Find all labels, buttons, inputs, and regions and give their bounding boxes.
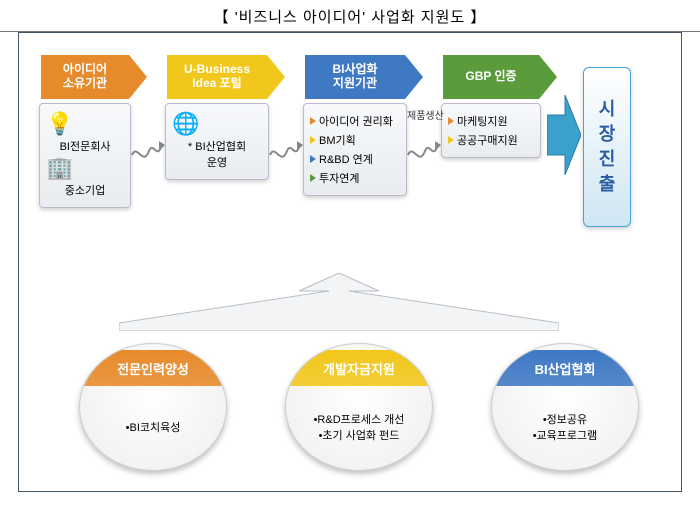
panel-item: 아이디어 권리화 [310, 113, 400, 129]
panel-icon: 💡 [46, 113, 124, 135]
stages-row: 아이디어소유기관 💡 BI전문회사 🏢 중소기업 U-BusinessIdea 포털 🌐 * … [39, 55, 669, 265]
stage-header: GBP 인증 [443, 55, 539, 99]
panel-item-text: 투자연계 [319, 170, 359, 186]
circle-item: •BI코치육성 [126, 420, 181, 437]
circle-item: •초기 사업화 펀드 [319, 428, 400, 445]
circle-header: 개발자금지원 [286, 350, 432, 386]
panel-item: BM기획 [310, 132, 400, 148]
support-circle-0: 전문인력양성 •BI코치육성 [79, 343, 227, 471]
support-circle-1: 개발자금지원•R&D프로세스 개선•초기 사업화 펀드 [285, 343, 433, 471]
final-box: 시장진출 [583, 67, 631, 227]
stage-panel: 💡 BI전문회사 🏢 중소기업 [39, 103, 131, 208]
stage-header-wrap: 아이디어소유기관 [41, 55, 129, 99]
panel-item-text: 공공구매지원 [457, 132, 518, 148]
panel-icon-glyph: 🌐 [172, 113, 199, 135]
circles-row: 전문인력양성•BI코치육성개발자금지원•R&D프로세스 개선•초기 사업화 펀드… [79, 343, 639, 471]
panel-item-text: BM기획 [319, 132, 356, 148]
wavy-connector [407, 137, 441, 161]
stage-header: BI사업화지원기관 [305, 55, 405, 99]
stage-header: 아이디어소유기관 [41, 55, 129, 99]
page-title: 【 '비즈니스 아이디어' 사업화 지원도 】 [0, 0, 700, 32]
panel-item: 공공구매지원 [448, 132, 534, 148]
stage-header-arrow [267, 55, 285, 99]
stage-header-wrap: BI사업화지원기관 [305, 55, 405, 99]
stage-header-arrow [129, 55, 147, 99]
panel-text: 중소기업 [46, 182, 124, 198]
connector-label: 제품생산 [407, 107, 444, 122]
panel-text: * BI산업협회운영 [172, 138, 262, 170]
panel-icon: 🏢 [46, 157, 124, 179]
stage-header-wrap: U-BusinessIdea 포털 [167, 55, 267, 99]
panel-item: 마케팅지원 [448, 113, 534, 129]
circle-header: 전문인력양성 [80, 350, 226, 386]
stage-header: U-BusinessIdea 포털 [167, 55, 267, 99]
tri-icon [448, 136, 454, 144]
page-root: 【 '비즈니스 아이디어' 사업화 지원도 】 아이디어소유기관 💡 BI전문회사 🏢… [0, 0, 700, 507]
support-circle-2: BI산업협회•정보공유•교육프로그램 [491, 343, 639, 471]
panel-icon-glyph: 💡 [46, 113, 73, 135]
stage-panel: 마케팅지원공공구매지원 [441, 103, 541, 158]
stage-panel: 🌐 * BI산업협회운영 [165, 103, 269, 180]
panel-icon: 🌐 [172, 113, 262, 135]
circle-body: •정보공유•교육프로그램 [533, 386, 598, 470]
wavy-connector [131, 137, 165, 161]
stage-3: GBP 인증마케팅지원공공구매지원 [441, 55, 541, 158]
tri-icon [448, 117, 454, 125]
stage-header-arrow [539, 55, 557, 99]
tri-icon [310, 117, 316, 125]
tri-icon [310, 174, 316, 182]
circle-body: •R&D프로세스 개선•초기 사업화 펀드 [314, 386, 405, 470]
stage-1: U-BusinessIdea 포털 🌐 * BI산업협회운영 [165, 55, 269, 180]
panel-item-text: 아이디어 권리화 [319, 113, 393, 129]
circle-item: •교육프로그램 [533, 428, 598, 445]
tri-icon [310, 136, 316, 144]
stage-2: BI사업화지원기관아이디어 권리화 BM기획 R&BD 연계투자연계 [303, 55, 407, 196]
diagram-frame: 아이디어소유기관 💡 BI전문회사 🏢 중소기업 U-BusinessIdea 포털 🌐 * … [18, 32, 682, 492]
panel-item-text: R&BD 연계 [319, 151, 373, 167]
stage-header-arrow [405, 55, 423, 99]
stage-header-wrap: GBP 인증 [443, 55, 539, 99]
final-box-text: 시장진출 [599, 97, 616, 198]
tri-icon [310, 155, 316, 163]
circle-item: •R&D프로세스 개선 [314, 412, 405, 429]
panel-item-text: 마케팅지원 [457, 113, 508, 129]
circle-item: •정보공유 [543, 412, 587, 429]
circle-header: BI산업협회 [492, 350, 638, 386]
circle-body: •BI코치육성 [126, 386, 181, 470]
wavy-connector [269, 137, 303, 161]
panel-text: BI전문회사 [46, 138, 124, 154]
panel-icon-glyph: 🏢 [46, 157, 73, 179]
panel-item: 투자연계 [310, 170, 400, 186]
panel-item: R&BD 연계 [310, 151, 400, 167]
stage-0: 아이디어소유기관 💡 BI전문회사 🏢 중소기업 [39, 55, 131, 208]
stage-panel: 아이디어 권리화 BM기획 R&BD 연계투자연계 [303, 103, 407, 196]
upward-bracket [119, 273, 559, 331]
big-arrow-icon [547, 95, 581, 180]
